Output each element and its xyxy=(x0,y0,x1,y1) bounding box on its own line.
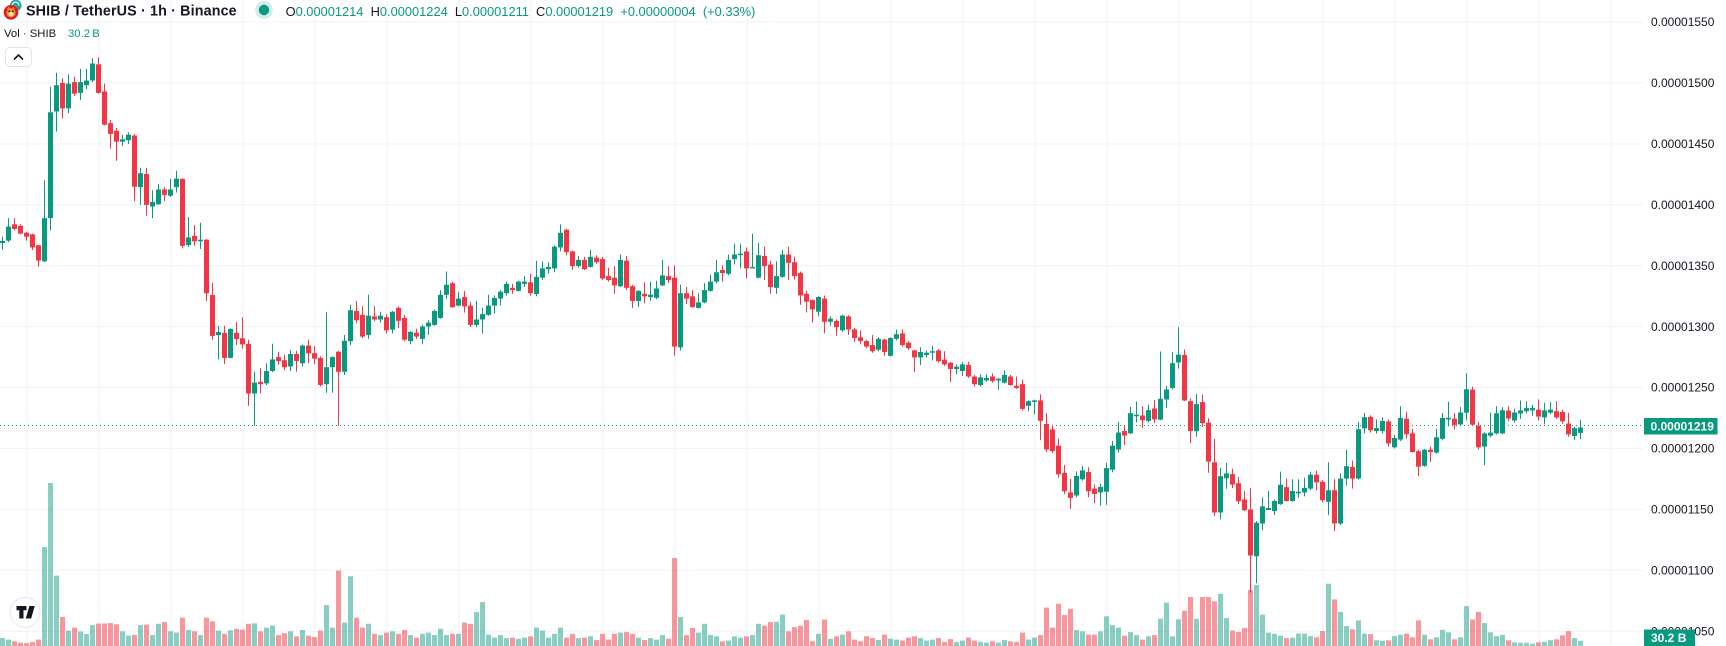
svg-text:Vol · SHIB: Vol · SHIB xyxy=(4,28,56,40)
svg-text:30.2 B: 30.2 B xyxy=(1651,631,1687,645)
svg-text:0.00001200: 0.00001200 xyxy=(1651,442,1715,456)
svg-text:0.00001500: 0.00001500 xyxy=(1651,76,1715,90)
svg-text:30.2 B: 30.2 B xyxy=(68,28,100,40)
svg-text:0.00001100: 0.00001100 xyxy=(1651,564,1714,578)
svg-text:0.00001300: 0.00001300 xyxy=(1651,320,1715,334)
svg-text:0.00001350: 0.00001350 xyxy=(1651,259,1715,273)
svg-text:0.00001550: 0.00001550 xyxy=(1651,15,1715,29)
svg-text:O0.00001214 H0.00001224 L0.0: O0.00001214 H0.00001224 L0.00001211 C0.0… xyxy=(286,4,756,19)
svg-text:0.00001250: 0.00001250 xyxy=(1651,381,1715,395)
svg-text:0.00001400: 0.00001400 xyxy=(1651,198,1715,212)
svg-text:0.00001150: 0.00001150 xyxy=(1651,503,1714,517)
svg-text:0.00001219: 0.00001219 xyxy=(1651,420,1715,434)
svg-text:SHIB / TetherUS · 1h · Binance: SHIB / TetherUS · 1h · Binance xyxy=(26,3,237,19)
svg-text:0.00001450: 0.00001450 xyxy=(1651,137,1715,151)
